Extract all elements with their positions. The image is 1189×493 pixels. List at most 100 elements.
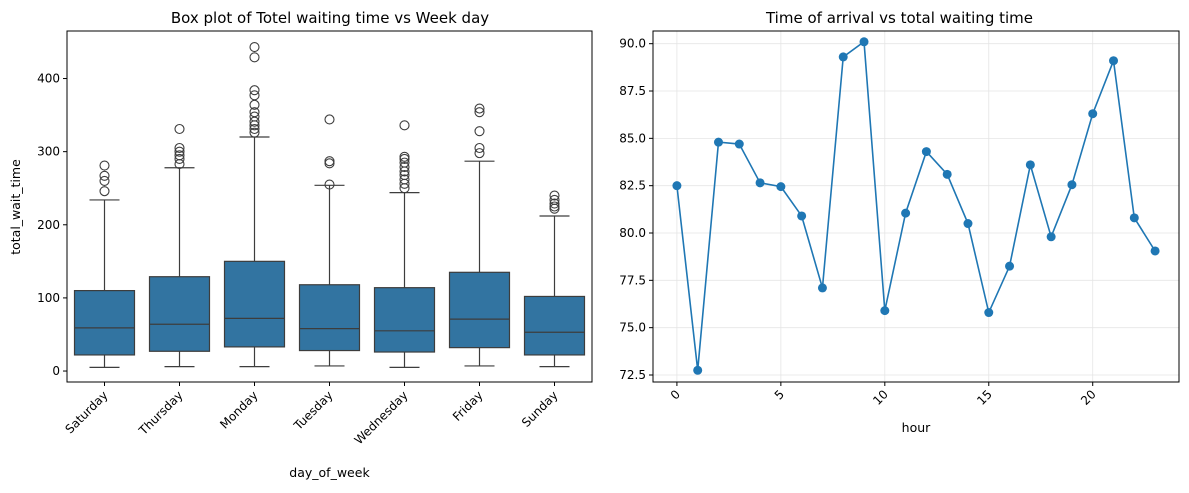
outlier-point [99,170,110,181]
y-tick-label: 100 [37,291,60,305]
y-tick-label: 75.0 [619,321,646,335]
series-line [676,40,1156,371]
outlier-point [249,42,260,53]
y-tick-label: 90.0 [619,37,646,51]
outlier-point [474,103,485,114]
outlier-point [399,170,410,181]
outlier-point [249,90,260,101]
outlier-point [174,146,185,157]
data-point [1088,109,1098,119]
data-point [817,283,827,293]
iqr-box [223,260,286,348]
data-point [713,137,723,147]
data-point [921,147,931,157]
y-tick-label: 0 [52,364,60,378]
data-point [1067,180,1077,190]
outlier-point [399,151,410,162]
box-tuesday [298,114,361,367]
x-tick-label: Monday [217,388,260,431]
outlier-point [399,161,410,173]
outlier-point [174,150,185,161]
y-tick-label: 80.0 [619,226,646,240]
y-tick-label: 400 [37,72,60,86]
outlier-point [474,148,485,159]
x-tick-label: Saturday [62,388,110,436]
outlier-point [324,158,335,169]
outlier-point [549,201,560,212]
iqr-box [523,295,586,356]
data-point [776,182,786,192]
data-point [693,365,703,375]
iqr-box [373,287,436,353]
outlier-point [549,203,560,214]
outlier-point [399,174,410,185]
iqr-box [448,271,511,349]
box-plot-x-axis-label: day_of_week [289,465,370,480]
data-point [1046,232,1056,242]
line-chart: Time of arrival vs total waiting time ho… [619,9,1180,435]
box-friday [448,103,511,367]
box-sunday [523,190,586,368]
y-tick-label: 77.5 [619,273,646,287]
y-tick-label: 87.5 [619,84,646,98]
x-tick-label: Thursday [136,388,186,438]
outlier-point [249,107,260,118]
y-tick-label: 300 [37,145,60,159]
data-point [901,208,911,218]
outlier-point [174,153,185,165]
box-wednesday [373,120,436,368]
line-chart-title: Time of arrival vs total waiting time [765,9,1033,27]
data-point [984,308,994,318]
y-tick-label: 82.5 [619,179,646,193]
box-plot-frame [66,30,593,383]
x-tick-label: Wednesday [352,388,411,447]
outlier-point [324,179,335,190]
outlier-point [99,175,110,186]
outlier-point [99,160,110,171]
data-point [838,52,848,62]
x-tick-label: Sunday [519,388,561,430]
data-point [880,306,890,316]
x-tick-label: Friday [450,388,486,424]
y-tick-label: 200 [37,218,60,232]
x-tick-label: 5 [772,387,787,402]
outlier-point [249,111,260,122]
x-tick-label: Tuesday [290,388,335,433]
outlier-point [549,190,560,201]
outlier-point [324,114,335,125]
iqr-box [73,289,136,356]
data-point [1109,56,1119,66]
outlier-point [249,85,260,96]
line-chart-x-axis-label: hour [902,420,931,435]
x-tick-label: 10 [870,387,891,408]
box-plot-y-axis-label: total_wait_time [8,159,23,255]
outlier-point [99,186,110,197]
iqr-box [148,276,211,352]
box-monday [223,42,286,368]
data-point [1005,261,1015,271]
line-chart-frame [652,30,1180,383]
outlier-point [474,107,485,118]
outlier-point [249,127,260,138]
outlier-point [174,142,185,154]
data-point [755,178,765,188]
data-point [1129,213,1139,223]
y-tick-label: 72.5 [619,368,646,382]
data-point [963,219,973,229]
data-point [734,139,744,149]
outlier-point [474,142,485,154]
box-plot-title: Box plot of Totel waiting time vs Week d… [171,9,489,27]
box-thursday [148,123,211,368]
outlier-point [399,157,410,168]
outlier-point [549,198,560,209]
outlier-point [399,120,410,131]
outlier-point [474,126,485,137]
x-tick-label: 15 [974,387,995,408]
box-saturday [73,160,136,368]
y-tick-label: 85.0 [619,131,646,145]
outlier-point [549,194,560,205]
data-point [672,181,682,191]
outlier-point [249,52,260,63]
x-tick-label: 20 [1078,387,1099,408]
